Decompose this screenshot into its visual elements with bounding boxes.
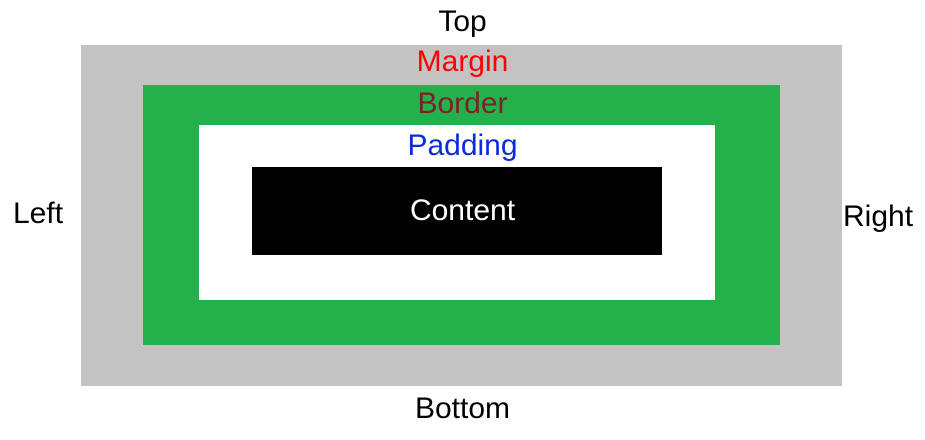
left-label: Left [13,197,64,230]
padding-label: Padding [407,129,518,162]
margin-label: Margin [416,45,509,78]
right-label: Right [843,200,914,233]
content-label: Content [409,194,516,227]
bottom-label: Bottom [414,392,511,425]
content-box [252,167,662,255]
top-label: Top [438,5,487,38]
border-label: Border [417,87,508,120]
